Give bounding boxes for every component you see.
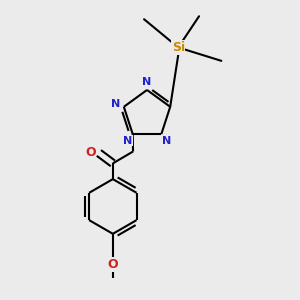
Text: N: N [162, 136, 171, 146]
Text: N: N [123, 136, 132, 146]
Text: Si: Si [172, 41, 185, 54]
Text: N: N [111, 99, 121, 109]
Text: O: O [107, 258, 118, 271]
Text: N: N [142, 76, 152, 87]
Text: O: O [85, 146, 96, 160]
